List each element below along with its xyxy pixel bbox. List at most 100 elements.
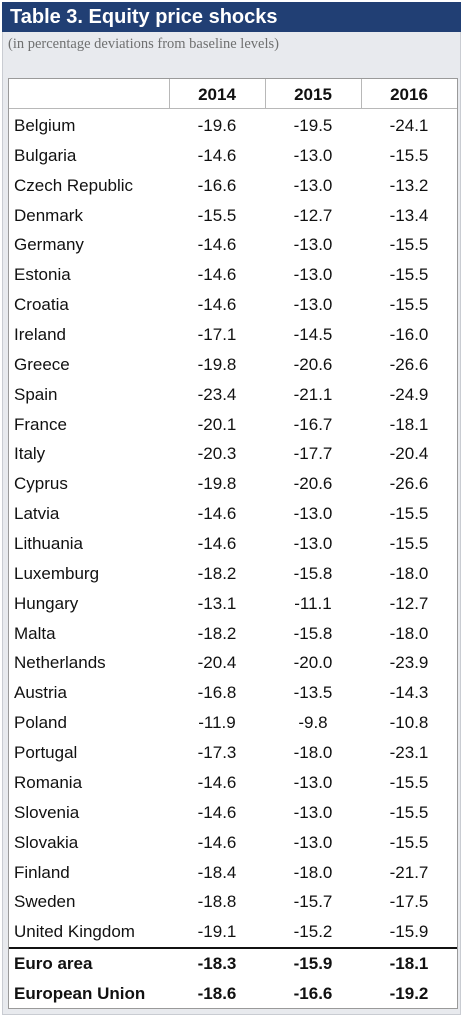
value-2015: -13.0 xyxy=(293,772,333,792)
value-2015: -20.0 xyxy=(293,653,333,673)
total-row: Euro area -18.3 -15.9 -18.1 xyxy=(9,949,457,979)
row-label: Slovakia xyxy=(14,832,79,852)
row-label: Bulgaria xyxy=(14,145,77,165)
row-label: Portugal xyxy=(14,743,78,763)
value-2015: -13.0 xyxy=(293,832,333,852)
row-label: Ireland xyxy=(14,325,66,345)
row-label: United Kingdom xyxy=(14,922,135,942)
value-2015: -15.8 xyxy=(293,623,333,643)
value-2015: -19.5 xyxy=(293,116,333,135)
table-row: Slovakia -14.6 -13.0 -15.5 xyxy=(9,828,457,858)
table-row: Luxemburg -18.2 -15.8 -18.0 xyxy=(9,559,457,589)
row-label: Croatia xyxy=(14,295,69,315)
value-2016: -15.5 xyxy=(389,772,429,792)
table-row: Cyprus -19.8 -20.6 -26.6 xyxy=(9,469,457,499)
row-label: Italy xyxy=(14,444,46,464)
value-2015: -18.0 xyxy=(293,743,333,763)
value-2016: -21.7 xyxy=(389,862,429,882)
value-2014: -14.6 xyxy=(197,832,237,852)
value-2014: -16.8 xyxy=(197,683,237,703)
total-row: European Union -18.6 -16.6 -19.2 xyxy=(9,979,457,1009)
table-row: Poland -11.9 -9.8 -10.8 xyxy=(9,708,457,738)
value-2014: -14.6 xyxy=(197,504,237,524)
column-divider xyxy=(169,79,170,109)
row-label: Denmark xyxy=(14,205,83,225)
table-row: Portugal -17.3 -18.0 -23.1 xyxy=(9,738,457,768)
column-header-2016: 2016 xyxy=(390,85,428,104)
value-2015: -13.0 xyxy=(293,175,333,195)
table-title: Table 3. Equity price shocks xyxy=(2,2,461,32)
row-label: Germany xyxy=(14,235,84,255)
value-2016: -15.5 xyxy=(389,534,429,554)
value-2016: -15.9 xyxy=(389,922,429,942)
table-row: France -20.1 -16.7 -18.1 xyxy=(9,410,457,440)
row-label: Estonia xyxy=(14,265,71,285)
value-2016: -18.0 xyxy=(389,623,429,643)
row-label: Finland xyxy=(14,862,70,882)
value-2016: -15.5 xyxy=(389,504,429,524)
table-row: Belgium -19.6 -19.5 -24.1 xyxy=(9,111,457,141)
table-row: Lithuania -14.6 -13.0 -15.5 xyxy=(9,529,457,559)
value-2016: -26.6 xyxy=(389,354,429,374)
value-2014: -14.6 xyxy=(197,534,237,554)
table-row: Czech Republic -16.6 -13.0 -13.2 xyxy=(9,171,457,201)
value-2014: -14.6 xyxy=(197,802,237,822)
value-2016: -15.5 xyxy=(389,802,429,822)
value-2014: -13.1 xyxy=(197,593,237,613)
value-2016: -18.1 xyxy=(389,954,429,974)
row-label: Belgium xyxy=(14,116,76,135)
value-2015: -13.0 xyxy=(293,265,333,285)
value-2014: -18.4 xyxy=(197,862,237,882)
row-label: Hungary xyxy=(14,593,79,613)
value-2016: -24.1 xyxy=(389,116,429,135)
row-label: Euro area xyxy=(14,954,93,974)
table-row: Ireland -17.1 -14.5 -16.0 xyxy=(9,320,457,350)
table-row: Greece -19.8 -20.6 -26.6 xyxy=(9,350,457,380)
value-2015: -20.6 xyxy=(293,474,333,494)
table-row: Estonia -14.6 -13.0 -15.5 xyxy=(9,260,457,290)
value-2014: -19.8 xyxy=(197,474,237,494)
equity-shocks-table: 2014 2015 2016 Belgium -19.6 -19.5 -24.1 Bul… xyxy=(8,78,458,1009)
value-2015: -13.0 xyxy=(293,534,333,554)
row-label: Romania xyxy=(14,772,83,792)
value-2016: -15.5 xyxy=(389,295,429,315)
value-2016: -15.5 xyxy=(389,832,429,852)
row-label: Sweden xyxy=(14,892,76,912)
table-row: Malta -18.2 -15.8 -18.0 xyxy=(9,619,457,649)
value-2016: -18.1 xyxy=(389,414,429,434)
value-2016: -19.2 xyxy=(389,983,429,1003)
value-2016: -23.1 xyxy=(389,743,429,763)
value-2014: -11.9 xyxy=(198,713,236,733)
value-2015: -14.5 xyxy=(293,325,333,345)
value-2016: -26.6 xyxy=(389,474,429,494)
value-2014: -14.6 xyxy=(197,295,237,315)
table-row: Slovenia -14.6 -13.0 -15.5 xyxy=(9,798,457,828)
value-2016: -15.5 xyxy=(389,265,429,285)
table-row: Italy -20.3 -17.7 -20.4 xyxy=(9,439,457,469)
value-2015: -13.0 xyxy=(293,504,333,524)
value-2016: -15.5 xyxy=(389,235,429,255)
row-label: Netherlands xyxy=(14,653,106,673)
totals-divider xyxy=(9,947,457,950)
table-row: Sweden -18.8 -15.7 -17.5 xyxy=(9,887,457,917)
value-2014: -23.4 xyxy=(197,384,237,404)
value-2016: -18.0 xyxy=(389,563,429,583)
value-2015: -18.0 xyxy=(293,862,333,882)
row-label: Poland xyxy=(14,713,67,733)
table-row: Denmark -15.5 -12.7 -13.4 xyxy=(9,201,457,231)
table-row: Spain -23.4 -21.1 -24.9 xyxy=(9,380,457,410)
value-2014: -20.4 xyxy=(197,653,237,673)
value-2016: -12.7 xyxy=(389,593,429,613)
value-2015: -13.0 xyxy=(293,295,333,315)
column-divider xyxy=(361,79,362,109)
row-label: France xyxy=(14,414,67,434)
value-2014: -20.3 xyxy=(197,444,237,464)
row-label: Cyprus xyxy=(14,474,68,494)
value-2016: -23.9 xyxy=(389,653,429,673)
value-2015: -13.0 xyxy=(293,145,333,165)
row-label: European Union xyxy=(14,983,146,1003)
table-row: Finland -18.4 -18.0 -21.7 xyxy=(9,858,457,888)
value-2014: -16.6 xyxy=(197,175,237,195)
value-2015: -15.9 xyxy=(293,954,333,974)
table-row: Hungary -13.1 -11.1 -12.7 xyxy=(9,589,457,619)
